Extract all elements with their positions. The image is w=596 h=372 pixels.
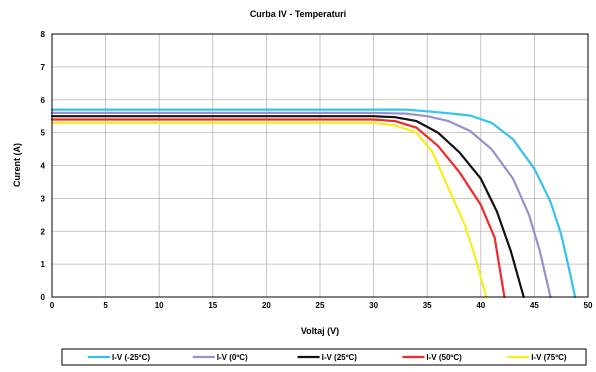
x-tick-label-10: 50 xyxy=(584,301,593,310)
legend-label-4: I-V (75ºC) xyxy=(531,353,567,362)
x-tick-label-7: 35 xyxy=(423,301,432,310)
legend-label-0: I-V (-25ºC) xyxy=(112,353,150,362)
x-tick-label-2: 10 xyxy=(155,301,164,310)
chart-title: Curba IV - Temperaturi xyxy=(250,9,346,19)
series-line-0 xyxy=(50,108,577,299)
series-line-1 xyxy=(50,111,552,299)
legend-box xyxy=(61,348,587,366)
legend-label-2: I-V (25ºC) xyxy=(322,353,358,362)
series-line-4 xyxy=(50,121,488,299)
plot-area-border xyxy=(51,33,589,298)
x-tick-label-4: 20 xyxy=(262,301,271,310)
y-tick-label-1: 1 xyxy=(41,260,46,269)
y-tick-label-5: 5 xyxy=(41,129,46,138)
y-tick-label-7: 7 xyxy=(41,63,46,72)
x-tick-label-9: 45 xyxy=(530,301,539,310)
x-tick-label-1: 5 xyxy=(103,301,108,310)
legend-label-3: I-V (50ºC) xyxy=(426,353,462,362)
y-tick-label-8: 8 xyxy=(41,30,46,39)
x-tick-label-8: 40 xyxy=(476,301,485,310)
legend-label-1: I-V (0ºC) xyxy=(217,353,248,362)
x-axis-label: Voltaj (V) xyxy=(301,326,339,336)
x-tick-label-6: 30 xyxy=(369,301,378,310)
y-axis-label: Curent (A) xyxy=(12,143,22,187)
y-tick-label-3: 3 xyxy=(41,194,46,203)
series-line-2 xyxy=(50,115,525,299)
y-tick-label-0: 0 xyxy=(41,293,46,302)
x-tick-label-0: 0 xyxy=(50,301,55,310)
series-lines xyxy=(50,108,577,299)
x-tick-label-5: 25 xyxy=(316,301,325,310)
x-tick-label-3: 15 xyxy=(208,301,217,310)
y-tick-label-2: 2 xyxy=(41,227,46,236)
legend: I-V (-25ºC) I-V (0ºC) I-V (25ºC) I-V (50ºC)… xyxy=(61,348,587,366)
series-line-3 xyxy=(50,118,506,299)
y-tick-label-4: 4 xyxy=(41,162,46,171)
y-tick-label-6: 6 xyxy=(41,96,46,105)
